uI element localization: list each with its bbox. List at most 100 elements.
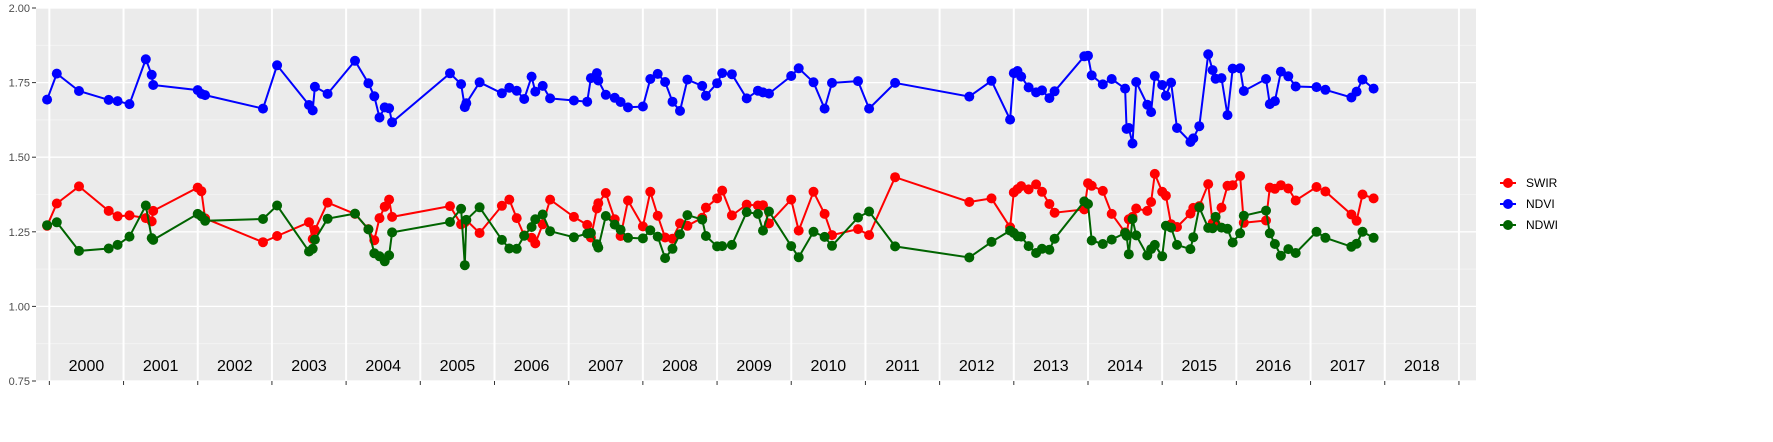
data-point-ndwi bbox=[519, 230, 530, 241]
data-point-ndvi bbox=[374, 112, 385, 123]
data-point-ndwi bbox=[309, 234, 320, 245]
data-point-ndvi bbox=[1120, 83, 1131, 94]
data-point-swir bbox=[272, 231, 283, 241]
data-point-ndwi bbox=[615, 224, 626, 235]
year-label: 2013 bbox=[1033, 358, 1069, 375]
data-point-ndwi bbox=[1368, 232, 1379, 243]
data-point-swir bbox=[964, 197, 975, 207]
series-layer bbox=[42, 49, 1379, 271]
data-point-ndvi bbox=[1044, 93, 1055, 104]
data-point-ndwi bbox=[652, 231, 663, 242]
data-point-ndwi bbox=[764, 206, 774, 217]
data-point-ndwi bbox=[1210, 211, 1221, 222]
data-point-ndwi bbox=[461, 214, 472, 225]
year-label: 2006 bbox=[514, 358, 550, 375]
data-point-ndwi bbox=[384, 250, 395, 261]
data-point-ndwi bbox=[307, 243, 318, 254]
data-point-ndwi bbox=[1261, 205, 1271, 216]
data-point-ndwi bbox=[322, 213, 333, 224]
year-label: 2012 bbox=[959, 358, 995, 375]
data-point-ndvi bbox=[1166, 77, 1177, 88]
data-point-swir bbox=[1044, 199, 1055, 209]
data-point-ndvi bbox=[1106, 74, 1117, 84]
year-label: 2008 bbox=[662, 358, 698, 375]
data-point-ndwi bbox=[827, 240, 837, 251]
data-point-swir bbox=[1097, 185, 1108, 196]
data-point-ndwi bbox=[1235, 228, 1246, 239]
data-point-ndwi bbox=[1185, 244, 1196, 255]
data-point-ndvi bbox=[148, 80, 159, 90]
data-point-ndwi bbox=[1157, 251, 1168, 262]
data-point-swir bbox=[667, 233, 678, 244]
data-point-ndwi bbox=[537, 209, 548, 220]
data-point-ndwi bbox=[1269, 239, 1280, 249]
data-point-ndwi bbox=[675, 229, 685, 240]
data-point-ndvi bbox=[1188, 133, 1199, 144]
data-point-ndwi bbox=[682, 210, 693, 221]
data-point-ndvi bbox=[700, 90, 711, 101]
legend-label-swir: SWIR bbox=[1526, 176, 1558, 190]
data-point-swir bbox=[741, 199, 752, 210]
data-point-ndwi bbox=[496, 234, 507, 245]
data-point-ndwi bbox=[890, 241, 901, 252]
data-point-swir bbox=[1357, 189, 1368, 200]
data-point-ndvi bbox=[461, 98, 472, 109]
year-label: 2016 bbox=[1256, 358, 1292, 375]
plot-panel bbox=[36, 7, 1476, 382]
data-point-swir bbox=[74, 181, 84, 192]
data-point-swir bbox=[645, 186, 656, 197]
data-point-ndwi bbox=[74, 245, 84, 256]
data-point-ndvi bbox=[808, 77, 819, 88]
data-point-swir bbox=[384, 194, 395, 205]
data-point-ndvi bbox=[456, 79, 467, 90]
data-point-ndvi bbox=[568, 95, 579, 106]
data-point-ndvi bbox=[1368, 83, 1379, 94]
data-point-ndwi bbox=[1106, 234, 1117, 245]
data-point-ndvi bbox=[652, 68, 663, 79]
data-point-ndwi bbox=[1044, 244, 1055, 255]
data-point-swir bbox=[660, 232, 671, 243]
data-point-swir bbox=[1216, 202, 1227, 213]
data-point-ndvi bbox=[146, 69, 157, 80]
data-point-swir bbox=[196, 186, 207, 197]
data-point-ndvi bbox=[384, 103, 395, 114]
data-point-swir bbox=[322, 197, 333, 208]
data-point-ndwi bbox=[459, 260, 470, 271]
data-point-ndwi bbox=[593, 242, 604, 253]
data-point-ndvi bbox=[1037, 85, 1047, 96]
year-label: 2011 bbox=[885, 358, 920, 375]
data-point-ndwi bbox=[124, 231, 135, 242]
data-point-ndwi bbox=[511, 243, 522, 254]
data-point-ndwi bbox=[1222, 223, 1233, 234]
data-point-ndwi bbox=[1023, 241, 1034, 252]
data-point-ndwi bbox=[1172, 239, 1182, 250]
data-point-swir bbox=[511, 213, 522, 224]
data-point-ndvi bbox=[1194, 121, 1205, 132]
data-point-ndwi bbox=[853, 212, 863, 223]
data-point-ndvi bbox=[1238, 86, 1249, 96]
data-point-ndvi bbox=[1127, 138, 1138, 149]
data-point-ndwi bbox=[1283, 244, 1294, 255]
year-label: 2017 bbox=[1330, 358, 1366, 375]
data-point-ndvi bbox=[615, 97, 626, 107]
data-point-ndwi bbox=[741, 207, 752, 218]
data-point-ndwi bbox=[700, 231, 711, 241]
legend-key-point bbox=[1503, 199, 1513, 209]
data-point-ndvi bbox=[42, 94, 53, 105]
data-point-swir bbox=[504, 194, 515, 205]
data-point-ndvi bbox=[1131, 77, 1142, 87]
data-point-swir bbox=[445, 201, 455, 212]
data-point-ndwi bbox=[986, 236, 997, 247]
data-point-ndvi bbox=[582, 96, 593, 107]
data-point-ndwi bbox=[1037, 243, 1047, 254]
year-label: 2002 bbox=[217, 358, 253, 375]
data-point-swir bbox=[1049, 207, 1060, 218]
data-point-ndvi bbox=[545, 93, 556, 104]
data-point-ndvi bbox=[1357, 74, 1368, 85]
data-point-ndwi bbox=[637, 233, 648, 244]
data-point-ndvi bbox=[1320, 84, 1331, 95]
data-point-ndvi bbox=[1227, 63, 1238, 74]
data-point-ndwi bbox=[667, 243, 678, 254]
data-point-ndvi bbox=[112, 96, 123, 107]
data-point-ndvi bbox=[741, 93, 752, 104]
